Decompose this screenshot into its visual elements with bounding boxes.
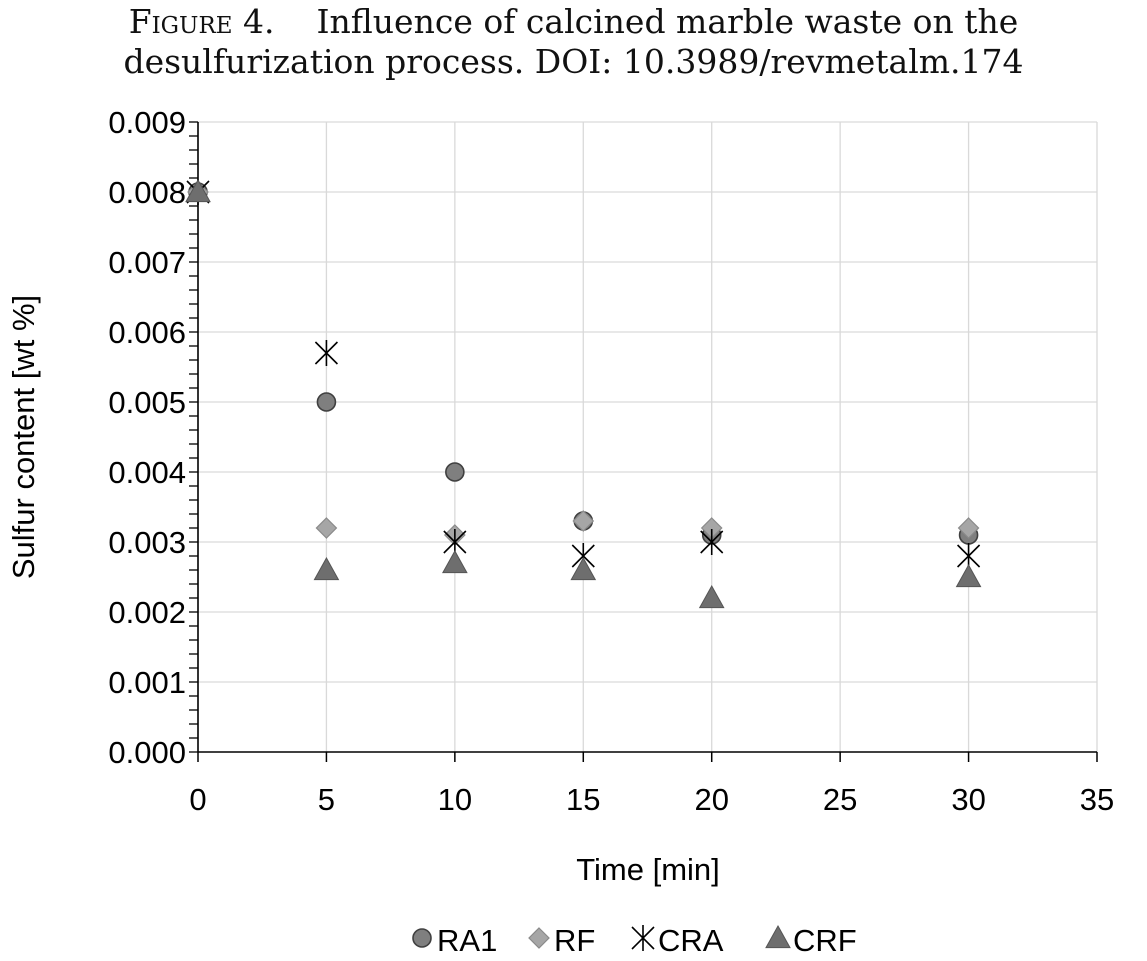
x-tick-label: 35 (1080, 782, 1114, 817)
x-tick-label: 30 (951, 782, 985, 817)
y-tick-label: 0.006 (108, 315, 186, 350)
y-tick-label: 0.009 (108, 105, 186, 140)
grid (198, 121, 1098, 752)
point-crf (313, 556, 340, 581)
y-tick-label: 0.007 (108, 245, 186, 280)
x-axis-label: Time [min] (576, 852, 720, 887)
y-axis-label: Sulfur content [wt %] (6, 295, 41, 579)
x-tick-label: 0 (189, 782, 206, 817)
series-crf (185, 178, 982, 609)
legend-label: RF (554, 923, 595, 958)
y-tick-label: 0.005 (108, 385, 186, 420)
legend-triangle-icon (765, 924, 791, 949)
y-tick-label: 0.003 (108, 525, 186, 560)
caption-title: Influence of calcined marble waste on th… (316, 2, 1019, 41)
point-cra (314, 340, 338, 366)
legend-label: CRA (658, 923, 724, 958)
point-rf (572, 510, 595, 532)
y-tick-label: 0.004 (108, 455, 186, 490)
legend-asterisk-icon (631, 925, 655, 951)
point-crf (955, 563, 982, 588)
y-tick-label: 0.008 (108, 175, 186, 210)
point-rf (315, 517, 338, 539)
point-ra1 (316, 392, 337, 412)
legend-item-rf: RF (528, 923, 595, 958)
point-rf (957, 517, 980, 539)
legend: RA1 RF CRA CRF (412, 923, 857, 958)
caption-line-1: Figure 4. Influence of calcined marble w… (0, 2, 1147, 42)
point-crf (570, 556, 597, 581)
legend-item-cra: CRA (631, 923, 724, 958)
point-ra1 (445, 462, 465, 482)
y-tick-label: 0.002 (108, 595, 186, 630)
x-tick-label: 10 (438, 782, 472, 817)
axes: 0.000 0.001 0.002 0.003 0.004 0.005 0.006 0.007… (108, 105, 1114, 817)
point-cra (700, 529, 724, 555)
x-tick-label: 25 (823, 782, 857, 817)
legend-circle-icon (412, 928, 432, 948)
data-points (185, 178, 982, 609)
caption-line-2: desulfurization process. DOI: 10.3989/re… (123, 42, 1024, 81)
legend-item-ra1: RA1 (412, 923, 497, 958)
point-crf (185, 178, 211, 203)
x-tick-label: 20 (694, 782, 728, 817)
point-crf (698, 584, 725, 609)
x-tick-label: 5 (318, 782, 335, 817)
caption-lead: Figure 4. (128, 2, 275, 41)
point-crf (442, 549, 468, 574)
y-tick-label: 0.000 (108, 735, 186, 770)
figure-caption: Figure 4. Influence of calcined marble w… (0, 2, 1147, 82)
x-tick-label: 15 (566, 782, 600, 817)
legend-label: CRF (793, 923, 857, 958)
legend-diamond-icon (528, 927, 550, 949)
y-tick-label: 0.001 (108, 665, 186, 700)
legend-item-crf: CRF (765, 923, 857, 958)
legend-label: RA1 (437, 923, 497, 958)
